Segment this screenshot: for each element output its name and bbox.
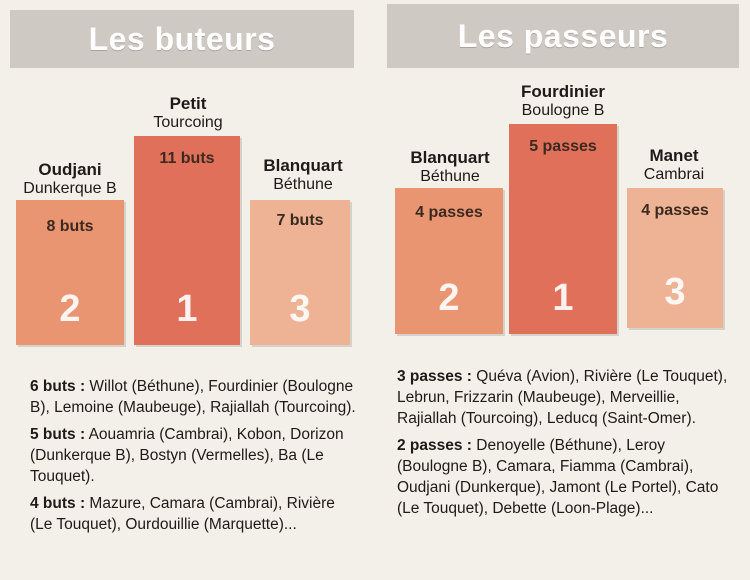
passeurs-first-label: Fourdinier Boulogne B — [507, 82, 619, 120]
player-club: Tourcoing — [153, 113, 223, 131]
rank-number: 2 — [438, 277, 460, 319]
rank-number: 2 — [59, 288, 81, 330]
player-club: Cambrai — [643, 165, 705, 183]
passeurs-second-label: Blanquart Béthune — [397, 148, 503, 186]
buteurs-title: Les buteurs — [10, 10, 354, 68]
player-name: Blanquart — [263, 156, 343, 175]
buteurs-bar-third: 7 buts 3 — [250, 200, 350, 345]
player-name: Oudjani — [38, 160, 102, 179]
player-name: Petit — [169, 94, 207, 113]
list-item: 4 buts : Mazure, Camara (Cambrai), Riviè… — [30, 493, 360, 535]
passeurs-list: 3 passes : Quéva (Avion), Rivière (Le To… — [397, 366, 737, 525]
list-count: 3 passes : — [397, 368, 472, 385]
list-count: 2 passes : — [397, 437, 472, 454]
player-name: Manet — [649, 146, 699, 165]
buteurs-panel: Les buteurs Oudjani Dunkerque B 8 buts 2… — [10, 10, 360, 541]
bar-value: 4 passes — [415, 204, 483, 221]
passeurs-third-label: Manet Cambrai — [621, 146, 727, 184]
player-name: Blanquart — [410, 148, 490, 167]
list-item: 3 passes : Quéva (Avion), Rivière (Le To… — [397, 366, 737, 429]
list-names: Quéva (Avion), Rivière (Le Touquet), Leb… — [397, 368, 728, 427]
list-names: Mazure, Camara (Cambrai), Rivière (Le To… — [30, 495, 335, 533]
passeurs-panel: Les passeurs Blanquart Béthune 4 passes … — [375, 0, 750, 580]
passeurs-title: Les passeurs — [387, 4, 739, 68]
list-names: Willot (Béthune), Fourdinier (Boulogne B… — [30, 378, 356, 416]
passeurs-bar-second: 4 passes 2 — [395, 188, 503, 334]
buteurs-list: 6 buts : Willot (Béthune), Fourdinier (B… — [30, 376, 360, 541]
rank-number: 1 — [176, 288, 198, 330]
buteurs-bar-first: 11 buts 1 — [134, 136, 240, 345]
buteurs-first-label: Petit Tourcoing — [134, 94, 242, 132]
rank-number: 1 — [552, 277, 574, 319]
buteurs-third-label: Blanquart Béthune — [248, 156, 358, 194]
list-item: 2 passes : Denoyelle (Béthune), Leroy (B… — [397, 435, 737, 519]
rank-number: 3 — [664, 271, 686, 313]
list-count: 5 buts : — [30, 426, 86, 443]
buteurs-bar-second: 8 buts 2 — [16, 200, 124, 345]
bar-value: 5 passes — [529, 138, 597, 155]
bar-value: 11 buts — [159, 150, 215, 167]
list-names: Aouamria (Cambrai), Kobon, Dorizon (Dunk… — [30, 426, 344, 485]
bar-value: 7 buts — [276, 212, 324, 229]
passeurs-bar-third: 4 passes 3 — [627, 188, 723, 328]
player-club: Dunkerque B — [23, 179, 117, 197]
list-item: 5 buts : Aouamria (Cambrai), Kobon, Dori… — [30, 424, 360, 487]
player-club: Béthune — [273, 175, 333, 193]
player-name: Fourdinier — [520, 82, 606, 101]
list-count: 4 buts : — [30, 495, 86, 512]
passeurs-bar-first: 5 passes 1 — [509, 124, 617, 334]
list-count: 6 buts : — [30, 378, 86, 395]
player-club: Boulogne B — [521, 101, 605, 119]
list-item: 6 buts : Willot (Béthune), Fourdinier (B… — [30, 376, 360, 418]
player-club: Béthune — [420, 167, 480, 185]
bar-value: 8 buts — [46, 218, 94, 235]
list-names: Denoyelle (Béthune), Leroy (Boulogne B),… — [397, 437, 719, 517]
bar-value: 4 passes — [641, 202, 709, 219]
buteurs-second-label: Oudjani Dunkerque B — [14, 160, 126, 198]
rank-number: 3 — [289, 288, 311, 330]
